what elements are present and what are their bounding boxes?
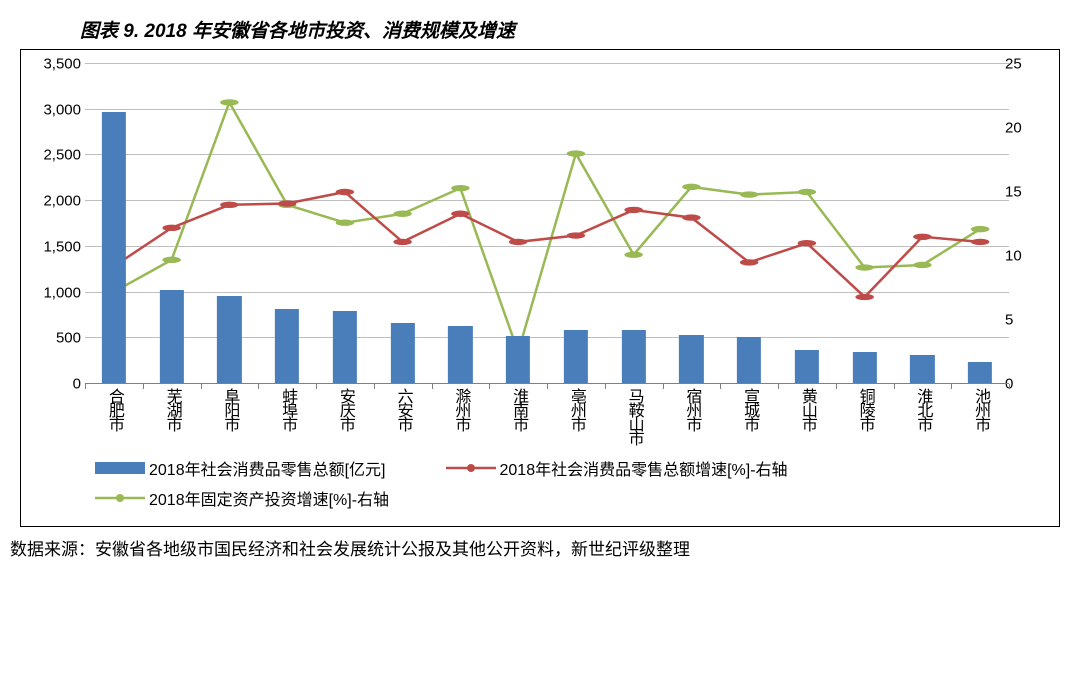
bar [333,311,357,384]
chart-frame: 0 500 1,000 1,500 2,000 2,500 3,000 3,500 0 5 10 1… [20,49,1060,527]
legend-label-red: 2018年社会消费品零售总额增速[%]-右轴 [500,456,788,480]
bar [622,330,646,384]
y-right-tick: 20 [1005,120,1047,137]
x-label: 宣城市 [737,388,761,430]
x-label: 宿州市 [679,388,703,430]
legend: 2018年社会消费品零售总额[亿元] 2018年社会消费品零售总额增速[%]-右… [95,456,1045,510]
plot-wrap: 05001,0001,5002,0002,5003,0003,500 05101… [85,64,1009,444]
y-left-tick: 1,500 [35,238,81,255]
x-label: 亳州市 [564,388,588,430]
x-label: 安庆市 [333,388,357,430]
bar [160,290,184,384]
y-axis-left: 05001,0001,5002,0002,5003,0003,500 [35,64,85,384]
plot-area [85,64,1009,384]
x-label: 淮南市 [506,388,530,430]
y-left-tick: 3,000 [35,101,81,118]
bar [448,326,472,385]
x-label: 铜陵市 [853,388,877,430]
y-left-tick: 2,000 [35,193,81,210]
y-left-tick: 1,000 [35,284,81,301]
x-label: 六安市 [391,388,415,430]
bar [968,362,992,384]
bar [275,309,299,384]
bar [679,335,703,384]
legend-label-bars: 2018年社会消费品零售总额[亿元] [149,456,386,480]
x-label: 黄山市 [795,388,819,430]
x-label: 滁州市 [448,388,472,430]
y-left-tick: 3,500 [35,56,81,73]
y-right-tick: 15 [1005,184,1047,201]
y-right-tick: 0 [1005,376,1047,393]
legend-item-red: 2018年社会消费品零售总额增速[%]-右轴 [446,456,788,480]
legend-item-green: 2018年固定资产投资增速[%]-右轴 [95,486,389,510]
chart-title: 图表 9. 2018 年安徽省各地市投资、消费规模及增速 [80,16,1070,43]
x-label: 马鞍山市 [622,388,646,444]
bar [910,355,934,384]
y-right-tick: 25 [1005,56,1047,73]
x-label: 池州市 [968,388,992,430]
bar [506,336,530,384]
y-left-tick: 500 [35,330,81,347]
data-source: 数据来源：安徽省各地级市国民经济和社会发展统计公报及其他公开资料，新世纪评级整理 [10,535,1070,560]
legend-swatch-bar [95,462,145,474]
y-left-tick: 2,500 [35,147,81,164]
y-left-tick: 0 [35,376,81,393]
bar [795,350,819,384]
x-label: 蚌埠市 [275,388,299,430]
bar [391,323,415,384]
bar [102,112,126,384]
x-label: 淮北市 [910,388,934,430]
bar [217,296,241,384]
legend-swatch-red [446,461,496,475]
bar [564,330,588,384]
y-right-tick: 10 [1005,248,1047,265]
bar [853,352,877,384]
legend-label-green: 2018年固定资产投资增速[%]-右轴 [149,486,389,510]
y-right-tick: 5 [1005,312,1047,329]
x-label: 合肥市 [102,388,126,430]
legend-item-bars: 2018年社会消费品零售总额[亿元] [95,456,386,480]
legend-swatch-green [95,491,145,505]
x-label: 芜湖市 [160,388,184,430]
x-label: 阜阳市 [217,388,241,430]
x-axis: 合肥市 芜湖市 阜阳市 蚌埠市 安庆市 六安市 滁州市 淮南市 亳州市 马鞍山市 宿州市 宣城市 黄山市… [85,383,1009,444]
bar [737,337,761,384]
